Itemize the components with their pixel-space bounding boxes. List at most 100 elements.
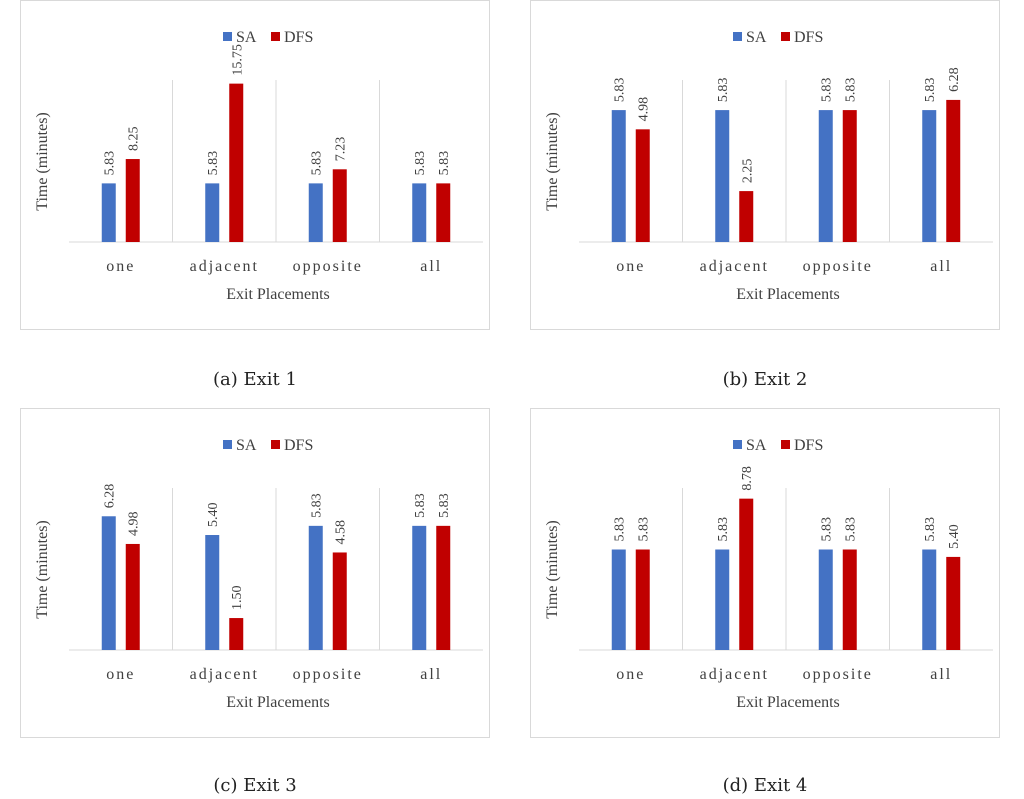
bar-sa-one (611, 110, 626, 242)
bar-sa-adjacent (715, 549, 730, 650)
x-tick-label-adjacent: adjacent (190, 666, 259, 683)
data-label-dfs-adjacent: 2.25 (740, 159, 755, 184)
bar-sa-all (412, 525, 427, 650)
data-label-dfs-one: 4.98 (637, 97, 652, 122)
y-axis-label: Time (minutes) (544, 112, 561, 211)
bar-chart-exit-4: SA DFS 5.83 5.83 one 5.83 8.78 adjacent 5.83 5.83… (544, 437, 993, 711)
legend-label-dfs: DFS (794, 437, 823, 454)
data-label-dfs-opposite: 7.23 (334, 137, 349, 162)
bar-dfs-adjacent (229, 83, 244, 242)
x-axis-label: Exit Placements (736, 694, 840, 711)
legend: SA DFS (733, 29, 823, 46)
chart-panel-exit-3: SA DFS 6.28 4.98 one 5.40 1.50 adjacent 5.83 4.58… (20, 408, 490, 738)
bar-dfs-opposite (332, 552, 347, 650)
data-label-sa-adjacent: 5.83 (716, 517, 731, 542)
data-label-sa-one: 5.83 (613, 78, 628, 103)
x-tick-label-all: all (930, 258, 952, 275)
x-axis-label: Exit Placements (226, 694, 330, 711)
caption-exit-1: (a) Exit 1 (213, 369, 297, 390)
legend-label-sa: SA (746, 437, 767, 454)
legend-swatch-dfs (271, 32, 280, 41)
bar-chart-exit-2: SA DFS 5.83 4.98 one 5.83 2.25 adjacent 5.83 5.83… (544, 29, 993, 303)
x-tick-label-opposite: opposite (803, 666, 873, 683)
data-label-sa-opposite: 5.83 (310, 151, 325, 176)
chart-panel-exit-4: SA DFS 5.83 5.83 one 5.83 8.78 adjacent 5.83 5.83… (530, 408, 1000, 738)
x-tick-label-all: all (420, 258, 442, 275)
data-label-dfs-adjacent: 15.75 (230, 44, 245, 76)
data-label-sa-all: 5.83 (923, 517, 938, 542)
x-tick-label-all: all (930, 666, 952, 683)
bar-sa-opposite (818, 110, 833, 242)
bar-sa-one (101, 516, 116, 650)
chart-panel-exit-2: SA DFS 5.83 4.98 one 5.83 2.25 adjacent 5.83 5.83… (530, 0, 1000, 330)
data-label-dfs-all: 5.40 (947, 524, 962, 549)
bar-sa-opposite (308, 183, 323, 242)
bar-dfs-opposite (842, 549, 857, 650)
legend-label-dfs: DFS (284, 29, 313, 46)
x-axis-label: Exit Placements (736, 286, 840, 303)
data-label-sa-adjacent: 5.83 (716, 78, 731, 103)
data-label-sa-opposite: 5.83 (820, 78, 835, 103)
legend-label-dfs: DFS (284, 437, 313, 454)
data-label-dfs-all: 5.83 (437, 151, 452, 176)
x-tick-label-opposite: opposite (293, 258, 363, 275)
bar-sa-opposite (818, 549, 833, 650)
x-tick-label-all: all (420, 666, 442, 683)
x-tick-label-one: one (616, 666, 645, 683)
data-label-dfs-adjacent: 8.78 (740, 466, 755, 491)
bar-chart-exit-1: SA DFS 5.83 8.25 one 5.83 15.75 adjacent 5.83 7.2… (34, 29, 483, 303)
data-label-sa-one: 5.83 (613, 517, 628, 542)
x-tick-label-adjacent: adjacent (700, 258, 769, 275)
x-tick-label-one: one (616, 258, 645, 275)
y-axis-label: Time (minutes) (34, 112, 51, 211)
data-label-sa-opposite: 5.83 (310, 493, 325, 518)
bar-sa-adjacent (205, 535, 220, 650)
bar-chart-exit-3: SA DFS 6.28 4.98 one 5.40 1.50 adjacent 5.83 4.58… (34, 437, 483, 711)
legend-swatch-dfs (781, 32, 790, 41)
legend: SA DFS (733, 437, 823, 454)
y-axis-label: Time (minutes) (544, 520, 561, 619)
x-tick-label-one: one (106, 258, 135, 275)
data-label-sa-one: 6.28 (103, 484, 118, 509)
bar-dfs-adjacent (739, 191, 754, 242)
bar-sa-one (611, 549, 626, 650)
data-label-dfs-all: 5.83 (437, 493, 452, 518)
x-axis-label: Exit Placements (226, 286, 330, 303)
bar-sa-all (922, 110, 937, 242)
data-label-dfs-one: 8.25 (127, 127, 142, 152)
data-label-sa-adjacent: 5.40 (206, 503, 221, 528)
bar-dfs-opposite (842, 110, 857, 242)
bar-sa-adjacent (205, 183, 220, 242)
caption-exit-4: (d) Exit 4 (722, 775, 808, 796)
data-label-sa-all: 5.83 (413, 151, 428, 176)
x-tick-label-opposite: opposite (293, 666, 363, 683)
legend: SA DFS (223, 29, 313, 46)
bar-dfs-one (125, 543, 140, 650)
bar-dfs-adjacent (229, 618, 244, 650)
data-label-sa-opposite: 5.83 (820, 517, 835, 542)
x-tick-label-opposite: opposite (803, 258, 873, 275)
legend-label-sa: SA (236, 437, 257, 454)
bar-dfs-one (635, 129, 650, 242)
legend-swatch-dfs (781, 440, 790, 449)
x-tick-label-adjacent: adjacent (700, 666, 769, 683)
legend-swatch-dfs (271, 440, 280, 449)
bar-dfs-all (946, 556, 961, 650)
caption-exit-2: (b) Exit 2 (722, 369, 808, 390)
x-tick-label-adjacent: adjacent (190, 258, 259, 275)
legend-label-sa: SA (236, 29, 257, 46)
bar-dfs-adjacent (739, 498, 754, 650)
legend-swatch-sa (223, 32, 232, 41)
legend-swatch-sa (733, 32, 742, 41)
bar-dfs-one (125, 159, 140, 242)
legend-swatch-sa (223, 440, 232, 449)
data-label-sa-all: 5.83 (923, 78, 938, 103)
data-label-dfs-one: 4.98 (127, 511, 142, 536)
bar-dfs-all (436, 183, 451, 242)
data-label-dfs-one: 5.83 (637, 517, 652, 542)
bar-dfs-all (946, 99, 961, 242)
bar-sa-all (922, 549, 937, 650)
data-label-dfs-opposite: 4.58 (334, 520, 349, 545)
legend-label-dfs: DFS (794, 29, 823, 46)
legend-swatch-sa (733, 440, 742, 449)
